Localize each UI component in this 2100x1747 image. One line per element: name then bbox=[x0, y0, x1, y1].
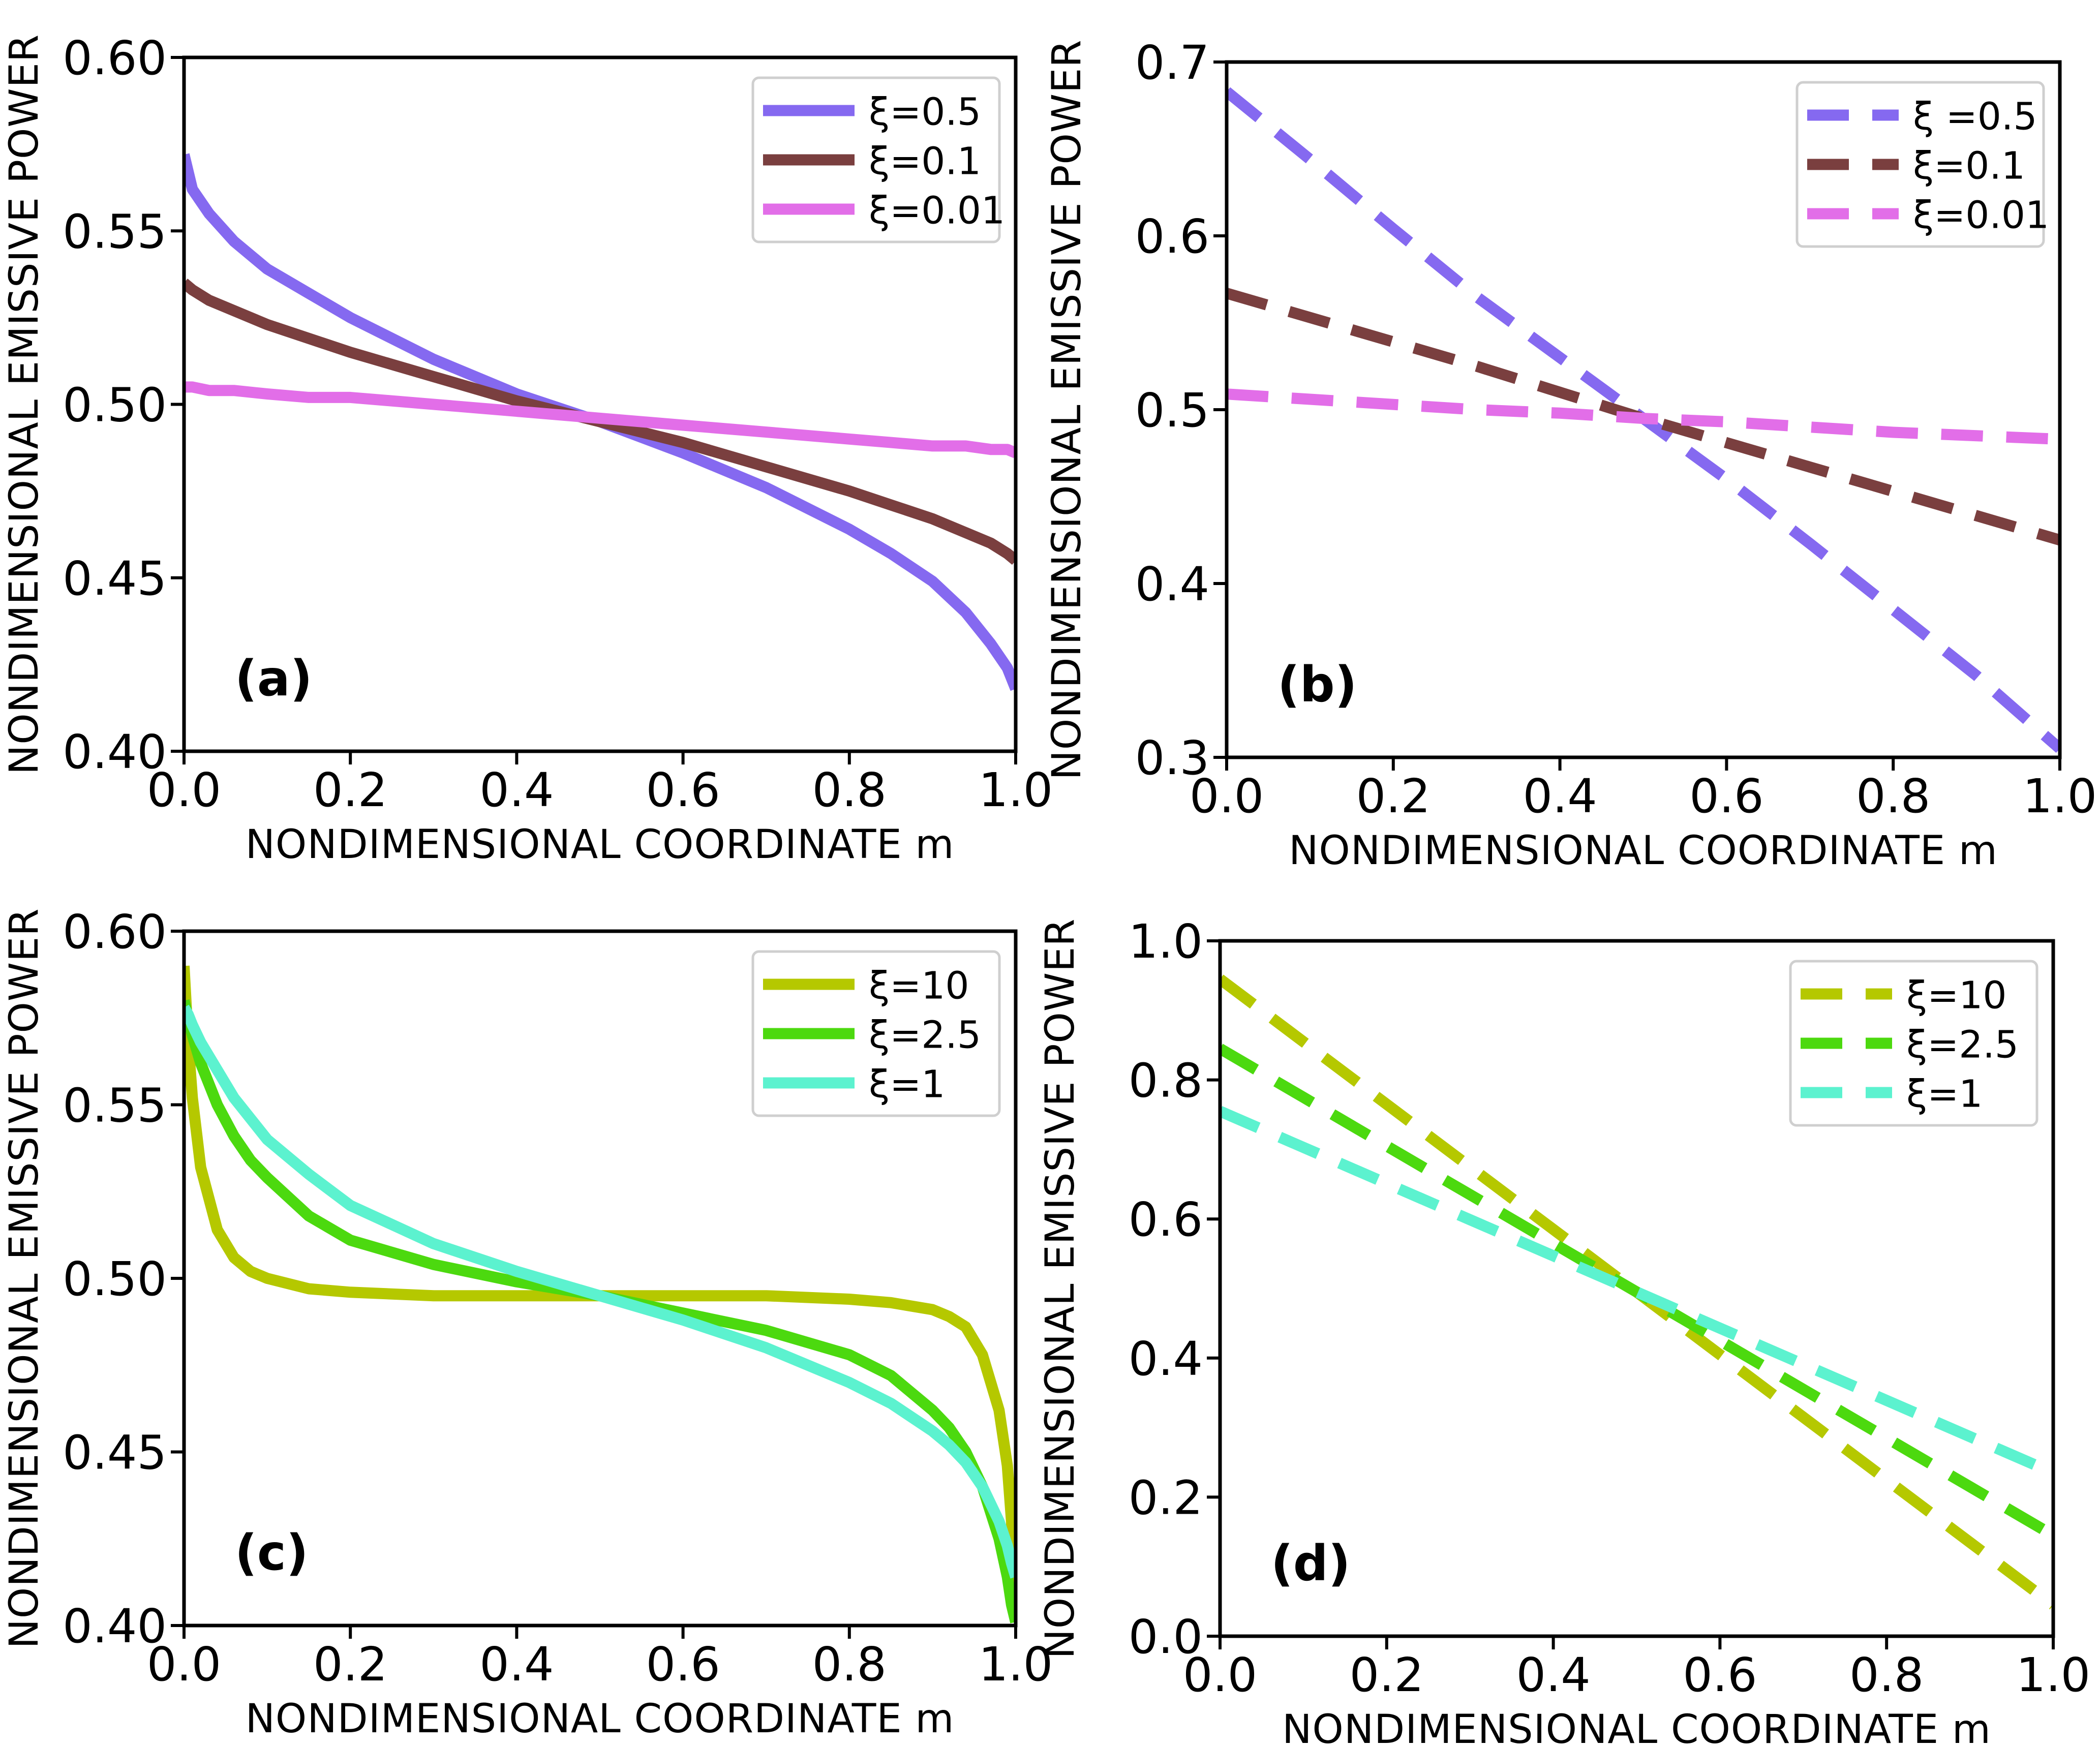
y-axis-label: NONDIMENSIONAL EMISSIVE POWER bbox=[2, 908, 47, 1648]
legend-label: ξ=0.01 bbox=[869, 189, 1005, 233]
plot-frame bbox=[1218, 939, 2055, 1638]
x-tick-label: 0.2 bbox=[313, 763, 387, 817]
legend-box bbox=[751, 950, 1001, 1117]
y-tick-label: 0.50 bbox=[63, 378, 167, 433]
series-group bbox=[184, 965, 1016, 1623]
x-tick-label: 0.8 bbox=[1856, 769, 1930, 823]
panel-a: 0.0 0.2 0.4 0.6 0.8 1.0 0.40 0.45 0.50 0.55 0.60 NO… bbox=[2, 31, 1053, 868]
legend-label: ξ=10 bbox=[869, 964, 969, 1008]
series-line-3 bbox=[184, 381, 1016, 458]
y-tick-label: 0.2 bbox=[1129, 1470, 1203, 1525]
legend: ξ=10 ξ=2.5 ξ=1 bbox=[751, 950, 1001, 1117]
x-tick-label: 0.4 bbox=[1523, 769, 1597, 823]
legend-label: ξ=1 bbox=[1906, 1072, 1983, 1116]
legend-label: ξ=10 bbox=[1906, 974, 2006, 1018]
legend: ξ=0.5 ξ=0.1 ξ=0.01 bbox=[751, 76, 1005, 243]
series-line-2 bbox=[1220, 1044, 2053, 1541]
panel-b: 0.0 0.2 0.4 0.6 0.8 1.0 0.3 0.4 0.5 0.6 0.7 NONDIME… bbox=[1044, 36, 2097, 874]
x-tick-label: 0.6 bbox=[1683, 1648, 1757, 1702]
series-line-3 bbox=[1227, 388, 2060, 445]
y-tick-label: 0.0 bbox=[1129, 1610, 1203, 1664]
series-group bbox=[1227, 87, 2060, 753]
series-group bbox=[1220, 974, 2053, 1610]
y-tick-label: 0.4 bbox=[1135, 557, 1209, 611]
y-tick-label: 0.3 bbox=[1135, 731, 1209, 785]
y-tick-label: 1.0 bbox=[1129, 914, 1203, 969]
x-tick-label: 0.6 bbox=[646, 1637, 720, 1692]
x-tick-label: 1.0 bbox=[979, 763, 1053, 817]
y-tick-label: 0.8 bbox=[1129, 1054, 1203, 1108]
y-tick-label: 0.50 bbox=[63, 1252, 167, 1306]
y-tick-label: 0.55 bbox=[63, 204, 167, 259]
legend-label: ξ=0.01 bbox=[1913, 194, 2049, 237]
x-tick-label: 0.0 bbox=[1190, 769, 1264, 823]
legend-label: ξ=2.5 bbox=[869, 1014, 981, 1057]
panel-label: (d) bbox=[1271, 1535, 1350, 1592]
x-tick-label: 0.2 bbox=[1350, 1648, 1424, 1702]
x-tick-label: 0.4 bbox=[479, 1637, 554, 1692]
y-axis-label: NONDIMENSIONAL EMISSIVE POWER bbox=[2, 34, 47, 775]
legend-label: ξ=0.5 bbox=[869, 90, 981, 134]
y-tick-label: 0.60 bbox=[63, 905, 167, 959]
y-axis-label: NONDIMENSIONAL EMISSIVE POWER bbox=[1044, 39, 1090, 780]
x-tick-label: 0.4 bbox=[1516, 1648, 1590, 1702]
legend-label: ξ=2.5 bbox=[1906, 1023, 2019, 1067]
x-axis-label: NONDIMENSIONAL COORDINATE m bbox=[246, 1696, 955, 1742]
legend-box bbox=[751, 76, 1001, 243]
x-tick-label: 0.2 bbox=[1356, 769, 1431, 823]
panel-label: (c) bbox=[235, 1524, 309, 1581]
series-line-2 bbox=[1227, 288, 2060, 546]
x-tick-label: 0.6 bbox=[646, 763, 720, 817]
x-axis-label: NONDIMENSIONAL COORDINATE m bbox=[1282, 1707, 1991, 1747]
x-tick-label: 1.0 bbox=[979, 1637, 1053, 1692]
series-group bbox=[184, 153, 1016, 691]
x-tick-label: 0.4 bbox=[479, 763, 554, 817]
legend-box bbox=[1795, 81, 2045, 248]
y-tick-label: 0.40 bbox=[63, 725, 167, 779]
y-tick-label: 0.45 bbox=[63, 551, 167, 606]
x-tick-label: 1.0 bbox=[2023, 769, 2097, 823]
x-tick-label: 0.8 bbox=[812, 763, 887, 817]
panel-c: 0.0 0.2 0.4 0.6 0.8 1.0 0.40 0.45 0.50 0.55 0.60 NO… bbox=[2, 905, 1053, 1742]
legend-label: ξ=1 bbox=[869, 1063, 945, 1107]
y-tick-label: 0.5 bbox=[1135, 383, 1209, 438]
x-tick-label: 1.0 bbox=[2016, 1648, 2090, 1702]
y-tick-label: 0.40 bbox=[63, 1599, 167, 1653]
x-tick-label: 0.0 bbox=[1183, 1648, 1257, 1702]
y-tick-label: 0.6 bbox=[1135, 209, 1209, 264]
series-line-3 bbox=[1220, 1106, 2053, 1478]
legend-label: ξ=0.1 bbox=[869, 140, 981, 183]
x-tick-label: 0.0 bbox=[147, 1637, 221, 1692]
series-line-3 bbox=[184, 1004, 1016, 1579]
y-tick-label: 0.60 bbox=[63, 31, 167, 85]
y-tick-label: 0.6 bbox=[1129, 1192, 1203, 1247]
y-tick-label: 0.7 bbox=[1135, 36, 1209, 90]
y-axis-label: NONDIMENSIONAL EMISSIVE POWER bbox=[1038, 918, 1083, 1659]
y-tick-label: 0.45 bbox=[63, 1426, 167, 1480]
panel-d: 0.0 0.2 0.4 0.6 0.8 1.0 0.0 0.2 0.4 0.6 0.8 1.0 NOND… bbox=[1038, 914, 2090, 1747]
y-tick-label: 0.4 bbox=[1129, 1332, 1203, 1386]
x-axis-label: NONDIMENSIONAL COORDINATE m bbox=[1289, 828, 1998, 874]
x-axis-label: NONDIMENSIONAL COORDINATE m bbox=[246, 822, 955, 868]
x-tick-label: 0.8 bbox=[1849, 1648, 1924, 1702]
panel-label: (a) bbox=[235, 650, 313, 707]
x-tick-label: 0.0 bbox=[147, 763, 221, 817]
y-tick-label: 0.55 bbox=[63, 1079, 167, 1133]
legend-label: ξ =0.5 bbox=[1913, 95, 2037, 139]
x-tick-label: 0.2 bbox=[313, 1637, 387, 1692]
legend-label: ξ=0.1 bbox=[1913, 144, 2025, 188]
x-tick-label: 0.6 bbox=[1689, 769, 1763, 823]
panel-label: (b) bbox=[1277, 656, 1357, 713]
legend-box bbox=[1789, 960, 2038, 1127]
legend: ξ =0.5 ξ=0.1 ξ=0.01 bbox=[1795, 81, 2049, 248]
legend: ξ=10 ξ=2.5 ξ=1 bbox=[1789, 960, 2038, 1127]
x-tick-label: 0.8 bbox=[812, 1637, 887, 1692]
